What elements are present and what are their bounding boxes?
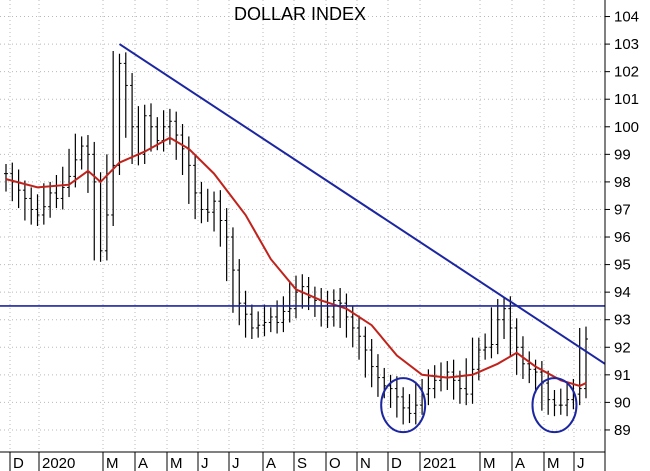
price-series <box>4 50 588 425</box>
x-month-label: O <box>329 455 341 471</box>
bottom-circle <box>380 377 427 434</box>
overlay-lines <box>0 43 606 387</box>
y-tick-label: 96 <box>614 229 631 246</box>
downtrend-line <box>118 43 606 365</box>
x-month-label: J <box>201 455 209 471</box>
x-month-label: M <box>106 455 119 471</box>
y-tick-label: 94 <box>614 284 631 301</box>
y-tick-label: 100 <box>614 119 639 136</box>
x-month-label: D <box>13 455 24 471</box>
y-tick-label: 90 <box>614 394 631 411</box>
x-month-label: J <box>232 455 240 471</box>
y-tick-label: 98 <box>614 174 631 191</box>
y-tick-label: 89 <box>614 422 631 439</box>
x-month-label: 2020 <box>42 455 75 471</box>
y-tick-label: 101 <box>614 91 639 108</box>
annotation-circles <box>380 377 578 434</box>
x-month-label: D <box>391 455 402 471</box>
y-tick-label: 91 <box>614 367 631 384</box>
x-month-label: M <box>483 455 496 471</box>
x-month-label: 2021 <box>423 455 456 471</box>
x-month-label: N <box>360 455 371 471</box>
x-month-label: M <box>547 455 560 471</box>
y-tick-label: 92 <box>614 339 631 356</box>
x-month-label: A <box>515 455 525 471</box>
y-tick-label: 95 <box>614 257 631 274</box>
y-tick-label: 102 <box>614 64 639 81</box>
x-month-label: A <box>266 455 276 471</box>
y-tick-label: 97 <box>614 201 631 218</box>
y-tick-label: 99 <box>614 146 631 163</box>
moving-average-line <box>5 136 587 387</box>
y-tick-label: 103 <box>614 36 639 53</box>
x-month-label: S <box>297 455 307 471</box>
chart-title: DOLLAR INDEX <box>234 4 366 24</box>
x-month-label: A <box>138 455 148 471</box>
bottom-circle <box>531 377 578 434</box>
y-tick-label: 93 <box>614 312 631 329</box>
y-tick-label: 104 <box>614 9 639 26</box>
x-month-label: M <box>170 455 183 471</box>
x-month-label: J <box>577 455 585 471</box>
